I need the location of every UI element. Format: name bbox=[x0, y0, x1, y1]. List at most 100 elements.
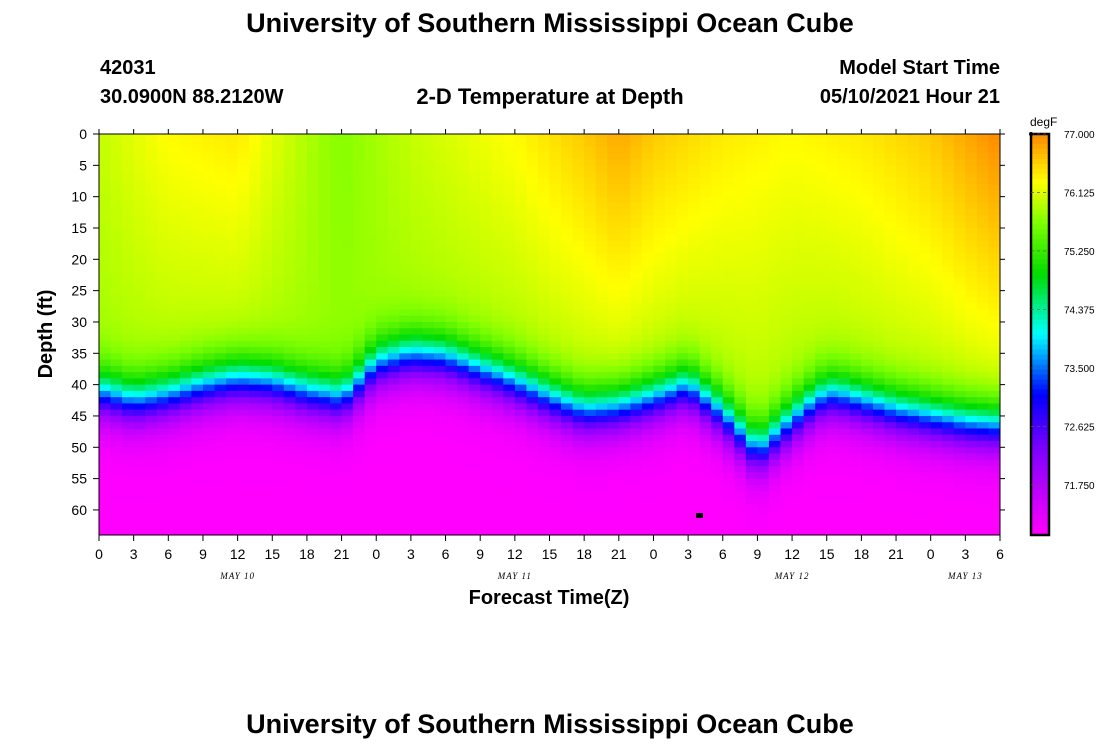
heatmap-cell bbox=[803, 359, 816, 367]
heatmap-cell bbox=[376, 309, 389, 317]
heatmap-cell bbox=[572, 240, 585, 248]
heatmap-cell bbox=[457, 146, 470, 154]
heatmap-cell bbox=[861, 159, 874, 166]
heatmap-cell bbox=[965, 528, 978, 535]
heatmap-cell bbox=[145, 259, 158, 267]
heatmap-cell bbox=[699, 284, 712, 292]
heatmap-cell bbox=[526, 528, 539, 535]
heatmap-cell bbox=[641, 441, 655, 448]
heatmap-cell bbox=[202, 378, 216, 386]
heatmap-cell bbox=[630, 472, 643, 480]
heatmap-cell bbox=[607, 453, 620, 461]
heatmap-cell bbox=[826, 184, 839, 191]
heatmap-cell bbox=[896, 409, 909, 417]
heatmap-cell bbox=[249, 209, 262, 217]
heatmap-cell bbox=[526, 353, 539, 361]
heatmap-cell bbox=[445, 265, 458, 273]
heatmap-cell bbox=[688, 441, 701, 448]
heatmap-cell bbox=[907, 390, 920, 398]
heatmap-cell bbox=[330, 196, 343, 204]
heatmap-cell bbox=[699, 240, 712, 248]
heatmap-cell bbox=[318, 296, 331, 304]
heatmap-cell bbox=[133, 202, 146, 210]
heatmap-cell bbox=[607, 334, 620, 342]
heatmap-cell bbox=[433, 296, 447, 304]
heatmap-cell bbox=[872, 315, 886, 323]
heatmap-cell bbox=[433, 340, 447, 348]
heatmap-cell bbox=[433, 359, 447, 367]
heatmap-cell bbox=[353, 259, 366, 267]
heatmap-cell bbox=[595, 234, 608, 242]
heatmap-cell bbox=[410, 165, 424, 173]
heatmap-cell bbox=[688, 159, 701, 166]
heatmap-cell bbox=[202, 221, 216, 229]
heatmap-cell bbox=[399, 453, 412, 461]
heatmap-cell bbox=[202, 271, 216, 279]
heatmap-cell bbox=[688, 309, 701, 317]
heatmap-cell bbox=[468, 265, 481, 273]
heatmap-cell bbox=[988, 190, 1000, 198]
heatmap-cell bbox=[780, 221, 793, 229]
heatmap-cell bbox=[318, 165, 331, 173]
heatmap-cell bbox=[468, 259, 481, 267]
heatmap-cell bbox=[226, 453, 239, 461]
heatmap-cell bbox=[757, 328, 770, 336]
heatmap-cell bbox=[884, 441, 897, 448]
heatmap-cell bbox=[226, 303, 239, 311]
heatmap-cell bbox=[110, 422, 123, 430]
heatmap-cell bbox=[722, 497, 735, 505]
heatmap-cell bbox=[688, 246, 701, 254]
heatmap-cell bbox=[757, 253, 770, 260]
heatmap-cell bbox=[884, 409, 897, 417]
heatmap-cell bbox=[595, 296, 608, 304]
heatmap-cell bbox=[330, 134, 343, 141]
heatmap-cell bbox=[191, 134, 204, 141]
heatmap-cell bbox=[145, 384, 158, 392]
heatmap-cell bbox=[249, 159, 262, 166]
heatmap-cell bbox=[214, 503, 227, 511]
heatmap-cell bbox=[341, 403, 354, 411]
heatmap-cell bbox=[376, 240, 389, 248]
heatmap-cell bbox=[202, 184, 216, 191]
heatmap-cell bbox=[295, 209, 308, 217]
heatmap-cell bbox=[653, 491, 666, 499]
heatmap-cell bbox=[641, 177, 655, 185]
heatmap-cell bbox=[491, 246, 504, 254]
heatmap-cell bbox=[156, 422, 169, 430]
heatmap-cell bbox=[202, 472, 216, 480]
heatmap-cell bbox=[607, 466, 620, 473]
heatmap-cell bbox=[168, 278, 181, 285]
heatmap-cell bbox=[445, 303, 458, 311]
heatmap-cell bbox=[838, 259, 851, 267]
heatmap-cell bbox=[838, 453, 851, 461]
heatmap-cell bbox=[410, 146, 424, 154]
heatmap-cell bbox=[156, 184, 169, 191]
heatmap-cell bbox=[110, 159, 123, 166]
heatmap-cell bbox=[445, 434, 458, 442]
heatmap-cell bbox=[318, 390, 331, 398]
heatmap-cell bbox=[110, 409, 123, 417]
heatmap-cell bbox=[734, 415, 747, 423]
heatmap-cell bbox=[561, 190, 574, 198]
heatmap-cell bbox=[503, 484, 516, 492]
heatmap-cell bbox=[399, 171, 412, 179]
heatmap-cell bbox=[237, 202, 250, 210]
heatmap-cell bbox=[110, 397, 123, 405]
heatmap-cell bbox=[861, 202, 874, 210]
heatmap-cell bbox=[965, 278, 978, 285]
heatmap-cell bbox=[965, 334, 978, 342]
heatmap-cell bbox=[953, 140, 966, 148]
heatmap-cell bbox=[514, 353, 527, 361]
heatmap-cell bbox=[133, 253, 146, 260]
heatmap-cell bbox=[526, 303, 539, 311]
heatmap-cell bbox=[607, 447, 620, 455]
heatmap-cell bbox=[988, 372, 1000, 379]
heatmap-cell bbox=[133, 409, 146, 417]
heatmap-cell bbox=[399, 284, 412, 292]
heatmap-cell bbox=[318, 522, 331, 530]
heatmap-cell bbox=[896, 503, 909, 511]
heatmap-cell bbox=[272, 296, 285, 304]
heatmap-cell bbox=[503, 215, 516, 223]
heatmap-cell bbox=[457, 234, 470, 242]
heatmap-cell bbox=[399, 265, 412, 273]
